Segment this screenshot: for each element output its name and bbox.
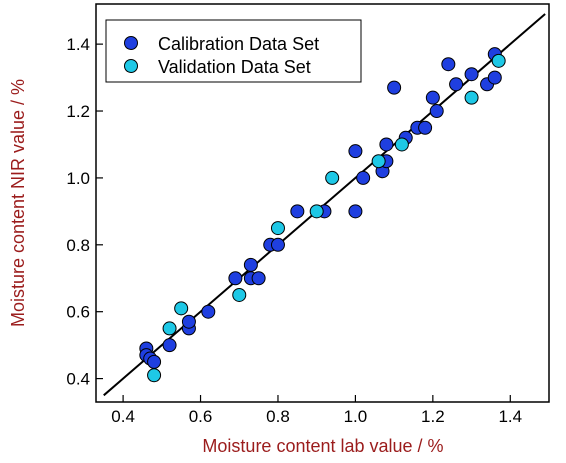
calibration-point: [387, 80, 402, 95]
x-axis-title: Moisture content lab value / %: [202, 436, 443, 456]
validation-point: [174, 301, 189, 316]
validation-point: [270, 221, 285, 236]
calibration-point: [429, 104, 444, 119]
x-tick-label: 1.0: [344, 407, 368, 426]
data-points: [139, 47, 506, 383]
calibration-point: [243, 257, 258, 272]
y-tick-label: 0.4: [66, 370, 90, 389]
validation-point: [371, 154, 386, 169]
calibration-point: [425, 90, 440, 105]
y-tick-label: 0.6: [66, 303, 90, 322]
x-tick-label: 0.6: [189, 407, 213, 426]
y-tick-label: 1.0: [66, 169, 90, 188]
y-axis-title: Moisture content NIR value / %: [8, 79, 28, 327]
calibration-point: [356, 170, 371, 185]
calibration-point: [464, 67, 479, 82]
calibration-point: [162, 338, 177, 353]
calibration-point: [270, 237, 285, 252]
legend-marker-validation: [124, 59, 138, 73]
validation-point: [325, 170, 340, 185]
validation-point: [162, 321, 177, 336]
validation-point: [232, 287, 247, 302]
calibration-point: [418, 120, 433, 135]
calibration-point: [290, 204, 305, 219]
calibration-point: [181, 314, 196, 329]
y-tick-label: 0.8: [66, 236, 90, 255]
calibration-point: [228, 271, 243, 286]
calibration-point: [147, 354, 162, 369]
legend-label-calibration: Calibration Data Set: [158, 34, 319, 54]
validation-point: [464, 90, 479, 105]
legend-box: [105, 19, 362, 83]
calibration-point: [449, 77, 464, 92]
x-tick-label: 0.8: [266, 407, 290, 426]
y-tick-label: 1.2: [66, 102, 90, 121]
legend-label-validation: Validation Data Set: [158, 57, 311, 77]
calibration-point: [201, 304, 216, 319]
x-tick-label: 1.4: [498, 407, 522, 426]
legend: Calibration Data Set Validation Data Set: [105, 19, 362, 83]
validation-point: [394, 137, 409, 152]
x-tick-label: 1.2: [421, 407, 445, 426]
validation-point: [309, 204, 324, 219]
calibration-point: [379, 137, 394, 152]
y-tick-label: 1.4: [66, 35, 90, 54]
calibration-point: [348, 144, 363, 159]
x-tick-label: 0.4: [111, 407, 135, 426]
calibration-point: [348, 204, 363, 219]
legend-marker-calibration: [124, 36, 138, 50]
calibration-point: [251, 271, 266, 286]
validation-point: [491, 53, 506, 68]
validation-point: [147, 368, 162, 383]
axis-ticks: 0.4 0.6 0.8 1.0 1.2 1.4 0.4 0.6 0.8 1.0 1.2 1.4: [66, 35, 522, 426]
calibration-point: [441, 57, 456, 72]
calibration-point: [487, 70, 502, 85]
